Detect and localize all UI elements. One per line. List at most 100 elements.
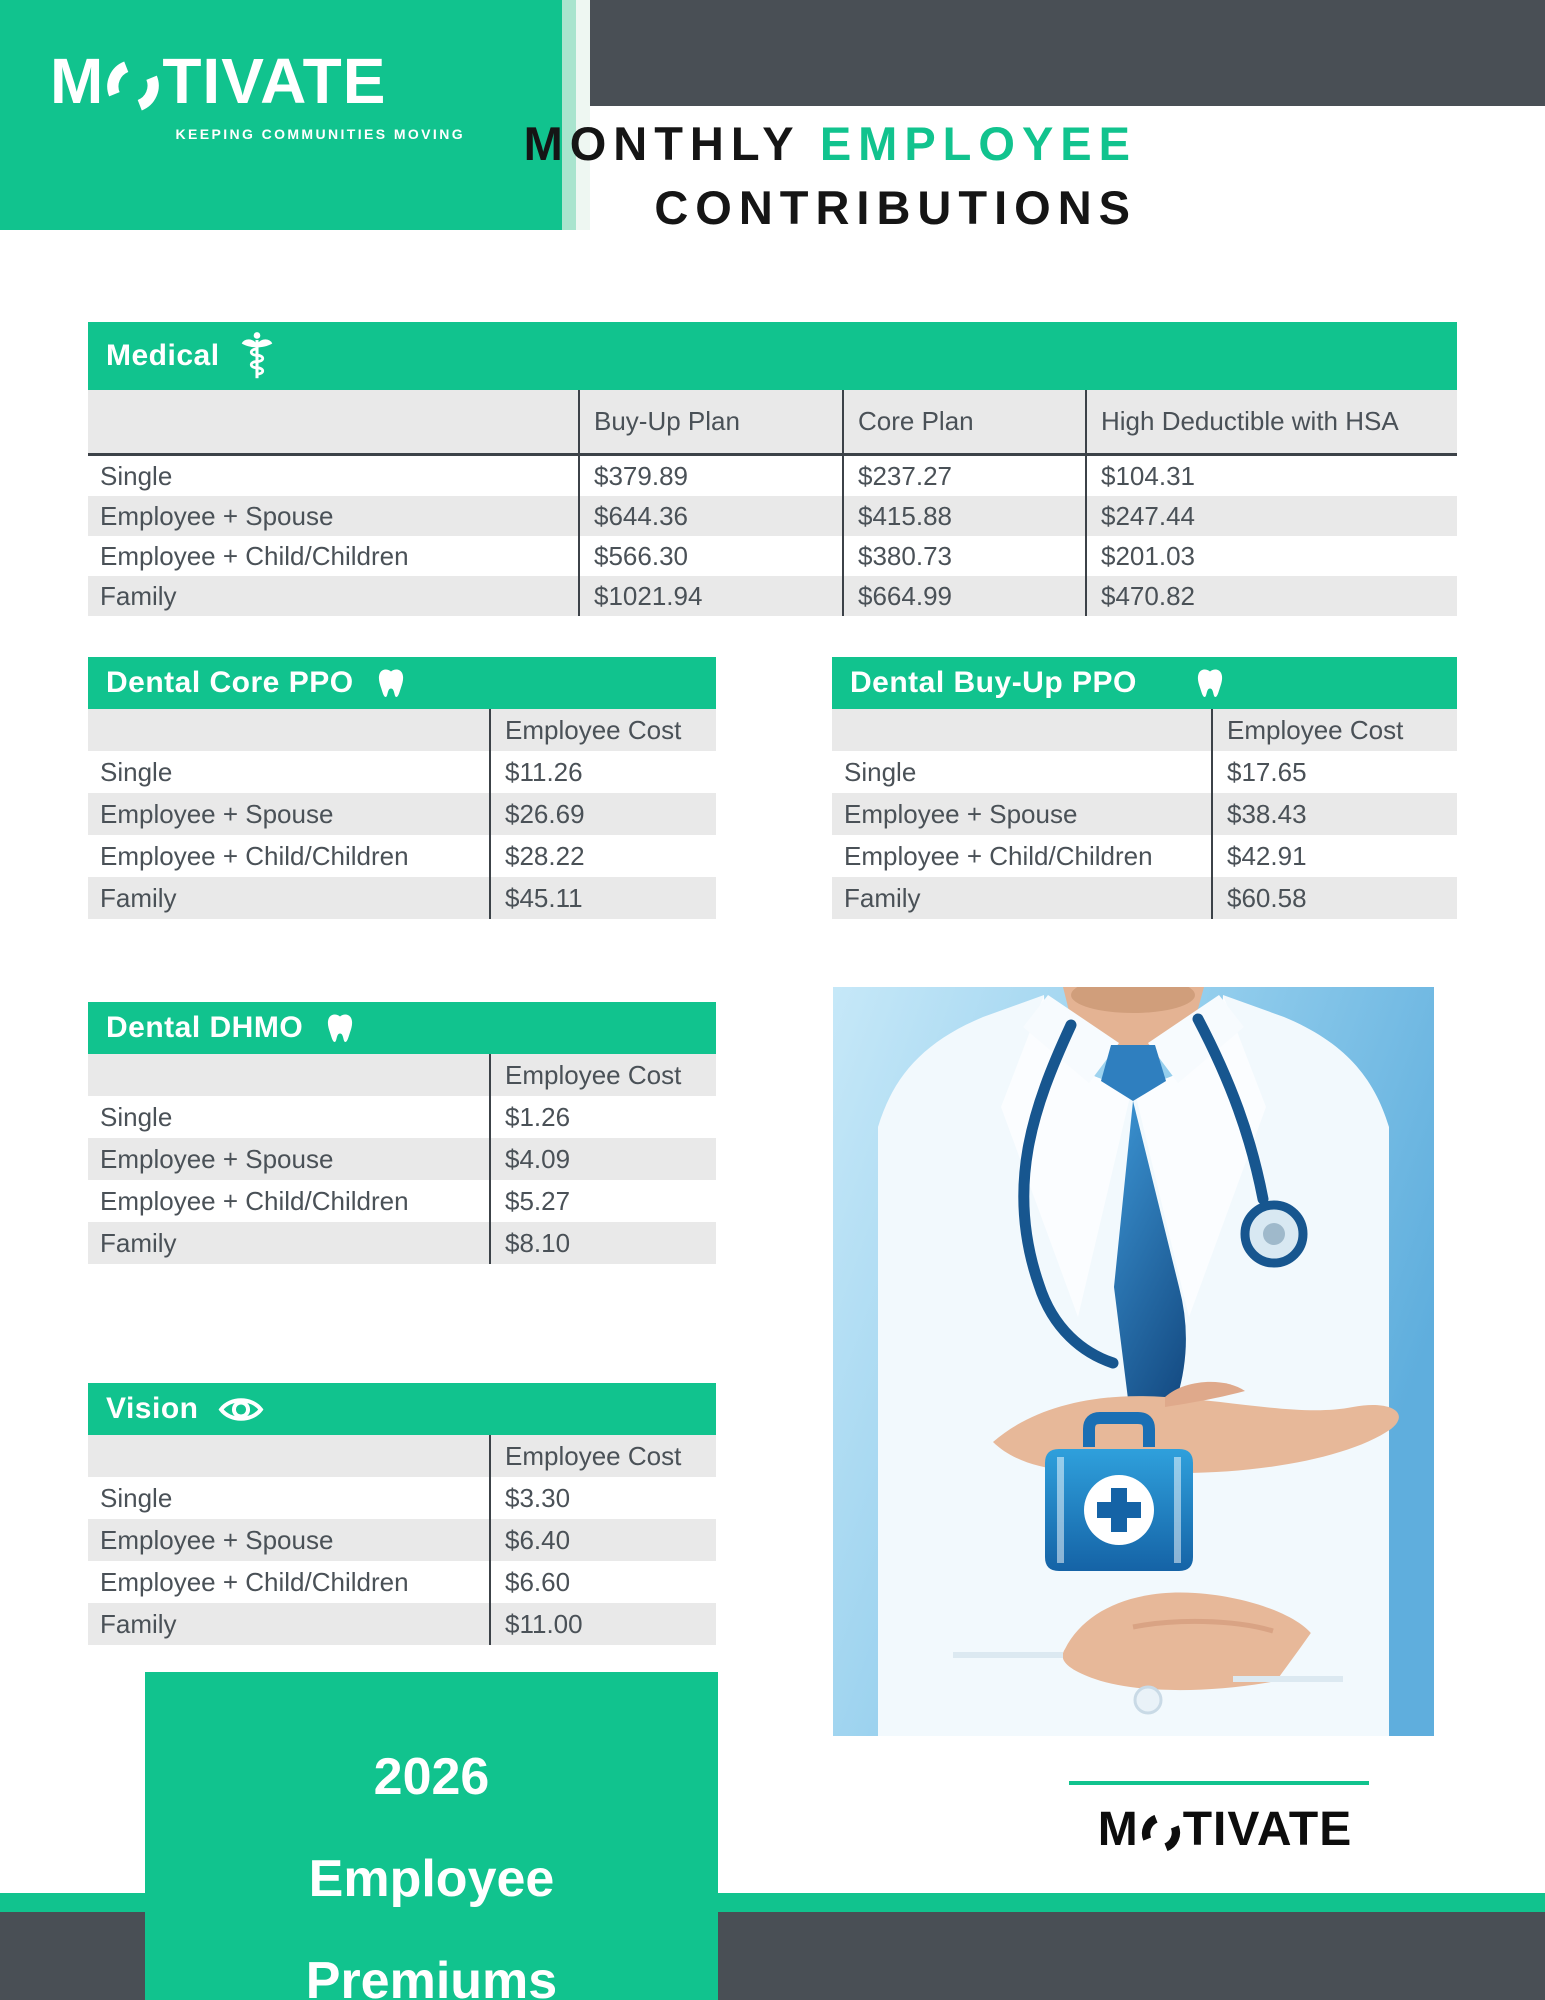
row-label: Single [100, 460, 173, 491]
dental-core-table: Dental Core PPO Employee Cost Single $11… [88, 657, 716, 919]
motivate-o-icon [106, 54, 160, 111]
row-label: Employee + Child/Children [100, 1566, 409, 1597]
table-row: Employee + Child/Children $5.27 [88, 1180, 716, 1222]
brand-logo-suffix: TIVATE [162, 45, 387, 117]
dental-buyup-header-bar: Dental Buy-Up PPO [832, 657, 1457, 709]
row-value: $4.09 [489, 1138, 716, 1180]
premium-box-year: 2026 [373, 1748, 490, 1806]
vision-column-header-row: Employee Cost [88, 1435, 716, 1477]
row-value: $60.58 [1211, 877, 1457, 919]
table-row: Employee + Spouse $4.09 [88, 1138, 716, 1180]
motivate-o-icon [1141, 1810, 1181, 1851]
table-row: Employee + Spouse $644.36 $415.88 $247.4… [88, 496, 1457, 536]
empty-header-cell [832, 709, 1211, 751]
row-value: $644.36 [578, 496, 842, 536]
accent-strip-light [562, 0, 576, 230]
table-row: Employee + Child/Children $28.22 [88, 835, 716, 877]
row-label: Single [844, 756, 917, 787]
row-label: Employee + Spouse [844, 798, 1078, 829]
table-row: Family $8.10 [88, 1222, 716, 1264]
column-header: Employee Cost [489, 1054, 716, 1096]
table-row: Single $11.26 [88, 751, 716, 793]
row-label: Employee + Spouse [100, 1143, 334, 1174]
eye-icon [219, 1397, 264, 1421]
doctor-photo [833, 987, 1434, 1736]
row-value: $566.30 [578, 536, 842, 576]
row-value: $664.99 [842, 576, 1085, 616]
caduceus-icon [241, 332, 272, 379]
footer-logo-suffix: TIVATE [1182, 1803, 1353, 1856]
dental-dhmo-header-bar: Dental DHMO [88, 1002, 716, 1054]
vision-title: Vision [106, 1392, 199, 1425]
dental-dhmo-column-header-row: Employee Cost [88, 1054, 716, 1096]
table-row: Family $60.58 [832, 877, 1457, 919]
row-value: $379.89 [578, 456, 842, 496]
empty-header-cell [88, 709, 489, 751]
premium-box-line3: Premiums [305, 1952, 558, 2000]
row-value: $11.00 [489, 1603, 716, 1645]
page-title: MONTHLY EMPLOYEE CONTRIBUTIONS [0, 112, 1137, 240]
footer-brand-logo: M TIVATE [1000, 1802, 1450, 1857]
premium-box-line2: Employee [308, 1850, 555, 1908]
row-label: Employee + Spouse [100, 798, 334, 829]
row-label: Family [100, 1227, 177, 1258]
tooth-icon [1197, 669, 1222, 697]
brand-header-block: M TIVATE KEEPING COMMUNITIES MOVING [0, 0, 562, 230]
row-value: $42.91 [1211, 835, 1457, 877]
row-label: Employee + Child/Children [844, 840, 1153, 871]
footer-logo-prefix: M [1097, 1803, 1139, 1856]
dental-buyup-table: Dental Buy-Up PPO Employee Cost Single $… [832, 657, 1457, 919]
dental-dhmo-table: Dental DHMO Employee Cost Single $1.26 E… [88, 1002, 716, 1264]
table-row: Employee + Child/Children $566.30 $380.7… [88, 536, 1457, 576]
title-employee: EMPLOYEE [819, 117, 1137, 170]
dental-core-column-header-row: Employee Cost [88, 709, 716, 751]
table-row: Single $3.30 [88, 1477, 716, 1519]
column-header: Core Plan [842, 390, 1085, 453]
table-row: Family $11.00 [88, 1603, 716, 1645]
row-value: $104.31 [1085, 456, 1457, 496]
brand-logo: M TIVATE KEEPING COMMUNITIES MOVING [50, 44, 465, 142]
row-value: $28.22 [489, 835, 716, 877]
dental-core-title: Dental Core PPO [106, 666, 354, 699]
medical-table: Medical Buy-Up Plan Core Plan High Deduc… [88, 322, 1457, 616]
row-value: $11.26 [489, 751, 716, 793]
row-value: $17.65 [1211, 751, 1457, 793]
empty-header-cell [88, 1435, 489, 1477]
medical-column-header-row: Buy-Up Plan Core Plan High Deductible wi… [88, 390, 1457, 456]
row-label: Single [100, 1101, 173, 1132]
brand-tagline: KEEPING COMMUNITIES MOVING [175, 126, 465, 142]
table-row: Family $1021.94 $664.99 $470.82 [88, 576, 1457, 616]
table-row: Employee + Spouse $6.40 [88, 1519, 716, 1561]
table-row: Family $45.11 [88, 877, 716, 919]
row-value: $470.82 [1085, 576, 1457, 616]
row-value: $6.40 [489, 1519, 716, 1561]
column-header: Employee Cost [489, 1435, 716, 1477]
column-header: Employee Cost [489, 709, 716, 751]
row-value: $201.03 [1085, 536, 1457, 576]
vision-header-bar: Vision [88, 1383, 716, 1435]
brand-logo-word: M TIVATE [50, 44, 465, 118]
row-label: Family [100, 580, 177, 611]
column-header: Buy-Up Plan [578, 390, 842, 453]
top-dark-bar [590, 0, 1545, 106]
row-value: $3.30 [489, 1477, 716, 1519]
table-row: Single $1.26 [88, 1096, 716, 1138]
table-row: Single $17.65 [832, 751, 1457, 793]
table-row: Employee + Spouse $26.69 [88, 793, 716, 835]
row-value: $5.27 [489, 1180, 716, 1222]
medical-table-title: Medical [106, 339, 220, 372]
row-value: $1021.94 [578, 576, 842, 616]
tooth-icon [378, 669, 403, 697]
dental-core-header-bar: Dental Core PPO [88, 657, 716, 709]
row-label: Family [100, 882, 177, 913]
table-row: Employee + Child/Children $42.91 [832, 835, 1457, 877]
column-header: High Deductible with HSA [1085, 390, 1457, 453]
title-monthly: MONTHLY [523, 117, 800, 170]
row-value: $380.73 [842, 536, 1085, 576]
tooth-icon [328, 1014, 353, 1042]
dental-dhmo-title: Dental DHMO [106, 1011, 304, 1044]
empty-header-cell [88, 1054, 489, 1096]
row-value: $26.69 [489, 793, 716, 835]
row-value: $38.43 [1211, 793, 1457, 835]
